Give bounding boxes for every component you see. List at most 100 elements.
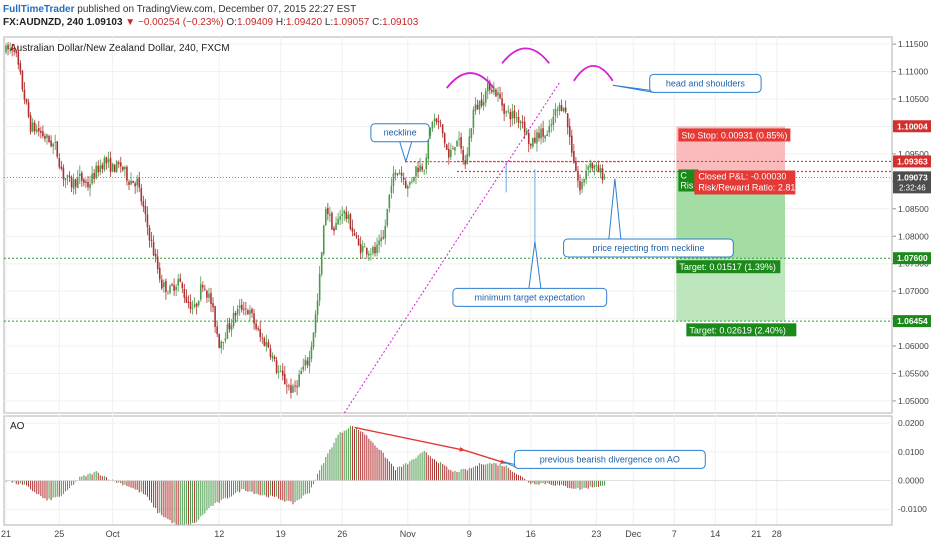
candle-body	[536, 132, 538, 144]
candle-body	[314, 314, 317, 333]
y-tick-label: 1.08000	[898, 231, 929, 241]
candle-body	[534, 137, 536, 143]
candle-body	[173, 285, 175, 291]
ao-annotation-box	[513, 449, 706, 469]
chart-title: Australian Dollar/New Zealand Dollar, 24…	[10, 43, 230, 54]
candle-body	[267, 342, 270, 348]
candle-body	[353, 233, 356, 236]
hidden-label-2: Ris	[680, 180, 693, 190]
x-tick-label: 25	[54, 529, 64, 539]
divergence-arrow-2	[464, 449, 507, 464]
x-tick-label: 28	[772, 529, 782, 539]
candle-body	[93, 173, 95, 179]
candle-body	[255, 323, 257, 329]
candle-body	[388, 194, 391, 208]
candle-body	[462, 150, 464, 161]
candle-body	[158, 267, 161, 280]
candle-body	[243, 308, 245, 310]
candle-body	[351, 227, 354, 232]
candle-body	[329, 214, 331, 216]
candle-body	[273, 356, 276, 360]
candle-body	[154, 253, 157, 257]
candle-body	[296, 385, 298, 388]
candle-body	[210, 293, 212, 305]
candle-body	[218, 333, 220, 348]
risk-reward-text: Risk/Reward Ratio: 2.81	[698, 182, 795, 192]
candle-body	[546, 134, 548, 137]
close-label: C:	[372, 17, 383, 28]
candle-body	[150, 239, 153, 241]
candle-body	[454, 147, 456, 151]
low-value: 1.09057	[333, 17, 370, 28]
candle-body	[29, 115, 32, 132]
candle-body	[357, 238, 360, 246]
candle-body	[64, 178, 67, 181]
candle-body	[290, 385, 292, 393]
candle-body	[493, 88, 495, 93]
candle-body	[199, 284, 202, 300]
candle-body	[56, 141, 59, 157]
candle-body	[302, 366, 305, 370]
candle-body	[564, 107, 567, 112]
candle-body	[52, 143, 54, 147]
brand-link[interactable]: FullTimeTrader	[3, 4, 75, 15]
candle-body	[169, 285, 171, 293]
candle-body	[558, 104, 561, 111]
x-tick-label: 23	[591, 529, 601, 539]
candle-body	[126, 166, 128, 181]
candle-body	[99, 165, 102, 173]
candle-body	[530, 143, 532, 146]
candle-body	[437, 120, 440, 123]
candle-body	[195, 303, 198, 307]
symbol-label[interactable]: FX:AUDNZD, 240	[3, 17, 84, 28]
candle-body	[556, 109, 559, 111]
candle-body	[521, 122, 524, 124]
candle-body	[193, 304, 196, 307]
candle-body	[409, 182, 411, 185]
candle-body	[181, 283, 184, 289]
annotation-3-pointer	[528, 241, 542, 289]
candle-body	[234, 313, 237, 316]
candle-body	[81, 172, 83, 181]
candle-body	[523, 121, 526, 133]
candles	[5, 42, 606, 399]
candle-body	[87, 181, 89, 188]
candle-body	[197, 300, 200, 306]
candle-body	[407, 185, 409, 189]
candle-body	[144, 206, 147, 215]
candle-body	[439, 122, 442, 124]
candle-body	[550, 124, 553, 126]
candle-body	[185, 296, 188, 303]
candle-body	[74, 179, 77, 187]
ao-y-tick-label: -0.0100	[898, 504, 927, 514]
candle-body	[589, 163, 592, 168]
candle-body	[361, 246, 364, 252]
candle-body	[275, 360, 278, 373]
price-flag	[893, 315, 931, 328]
candle-body	[253, 313, 255, 324]
candle-body	[21, 71, 24, 90]
candle-body	[345, 211, 348, 219]
candle-body	[474, 104, 477, 112]
candle-body	[343, 210, 346, 214]
ao-y-tick-label: 0.0200	[898, 418, 924, 428]
target1-label-text: Target: 0.01517 (1.39%)	[679, 262, 776, 272]
candle-body	[495, 89, 497, 97]
candle-body	[109, 157, 112, 173]
candle-body	[355, 235, 358, 238]
price-flag-label: 1.07600	[897, 253, 928, 263]
candle-body	[304, 359, 307, 366]
candle-body	[306, 360, 309, 365]
candle-body	[79, 173, 81, 177]
candle-body	[435, 118, 438, 123]
candle-body	[15, 50, 18, 53]
candle-body	[111, 163, 114, 172]
x-tick-label: 7	[672, 529, 677, 539]
candle-body	[70, 177, 73, 188]
candle-body	[386, 208, 389, 226]
candle-body	[585, 170, 587, 180]
current-price-flag	[893, 171, 931, 194]
candle-body	[11, 46, 13, 51]
candle-body	[421, 166, 423, 170]
